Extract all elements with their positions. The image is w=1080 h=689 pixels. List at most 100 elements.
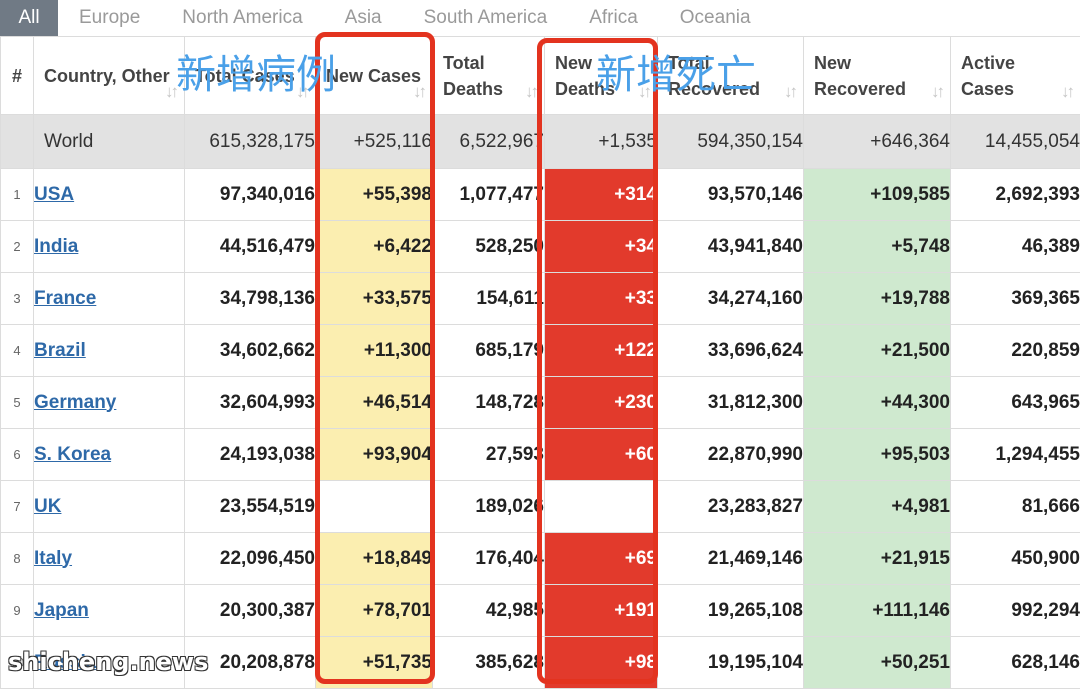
active-cases-cell: 46,389 <box>951 221 1080 273</box>
country-link[interactable]: India <box>34 236 78 257</box>
rank-cell: 2 <box>1 221 34 273</box>
total-recovered-cell: 22,870,990 <box>658 429 804 481</box>
col-total-cases-header[interactable]: Total Cases↓↑ <box>185 37 316 115</box>
new-recovered-cell: +109,585 <box>804 169 951 221</box>
new-deaths-cell: +33 <box>545 273 658 325</box>
rank-cell: 1 <box>1 169 34 221</box>
total-recovered-cell: 23,283,827 <box>658 481 804 533</box>
new-recovered-cell: +95,503 <box>804 429 951 481</box>
new-deaths-cell: +69 <box>545 533 658 585</box>
active-cases-cell: 450,900 <box>951 533 1080 585</box>
total-deaths-cell: 27,593 <box>433 429 545 481</box>
total-recovered-cell: 19,195,104 <box>658 637 804 689</box>
tab-all[interactable]: All <box>0 0 58 36</box>
country-link[interactable]: Brazil <box>34 340 86 361</box>
col-active-cases-header[interactable]: Active Cases↓↑ <box>951 37 1080 115</box>
col-rank-header[interactable]: # <box>1 37 34 115</box>
total-recovered-cell: 21,469,146 <box>658 533 804 585</box>
sort-arrows-icon[interactable]: ↓↑ <box>784 82 795 102</box>
total-deaths-cell: 528,250 <box>433 221 545 273</box>
total-deaths-cell: 1,077,477 <box>433 169 545 221</box>
total-deaths-cell: 154,611 <box>433 273 545 325</box>
tab-north-america[interactable]: North America <box>161 0 323 36</box>
col-total-deaths-header[interactable]: Total Deaths↓↑ <box>433 37 545 115</box>
total-cases-cell: 32,604,993 <box>185 377 316 429</box>
rank-cell: 4 <box>1 325 34 377</box>
new-recovered-cell: +646,364 <box>804 115 951 169</box>
rank-cell: 7 <box>1 481 34 533</box>
country-link[interactable]: France <box>34 288 96 309</box>
country-link[interactable]: UK <box>34 496 61 517</box>
total-cases-cell: 34,602,662 <box>185 325 316 377</box>
new-cases-cell: +51,735 <box>316 637 433 689</box>
total-cases-cell: 615,328,175 <box>185 115 316 169</box>
new-recovered-cell: +21,915 <box>804 533 951 585</box>
active-cases-cell: 220,859 <box>951 325 1080 377</box>
tab-south-america[interactable]: South America <box>403 0 569 36</box>
active-cases-cell: 81,666 <box>951 481 1080 533</box>
new-cases-cell: +6,422 <box>316 221 433 273</box>
rank-cell <box>1 115 34 169</box>
col-total-recovered-header[interactable]: Total Recovered↓↑ <box>658 37 804 115</box>
col-new-cases-header[interactable]: New Cases↓↑ <box>316 37 433 115</box>
country-cell: Russia <box>34 637 185 689</box>
total-recovered-cell: 33,696,624 <box>658 325 804 377</box>
new-cases-cell: +525,116 <box>316 115 433 169</box>
new-recovered-cell: +19,788 <box>804 273 951 325</box>
tab-africa[interactable]: Africa <box>568 0 659 36</box>
tab-oceania[interactable]: Oceania <box>659 0 772 36</box>
active-cases-cell: 992,294 <box>951 585 1080 637</box>
sort-arrows-icon[interactable]: ↓↑ <box>296 82 307 102</box>
col-new-deaths-header[interactable]: New Deaths↓↑ <box>545 37 658 115</box>
new-deaths-cell: +34 <box>545 221 658 273</box>
total-cases-cell: 24,193,038 <box>185 429 316 481</box>
active-cases-cell: 369,365 <box>951 273 1080 325</box>
active-cases-cell: 2,692,393 <box>951 169 1080 221</box>
sort-arrows-icon[interactable]: ↓↑ <box>931 82 942 102</box>
sort-arrows-icon[interactable]: ↓↑ <box>1061 82 1072 102</box>
new-deaths-cell: +230 <box>545 377 658 429</box>
country-link[interactable]: Russia <box>34 652 96 673</box>
tab-europe[interactable]: Europe <box>58 0 161 36</box>
country-link[interactable]: Germany <box>34 392 116 413</box>
country-link[interactable]: Japan <box>34 600 89 621</box>
new-recovered-cell: +50,251 <box>804 637 951 689</box>
sort-arrows-icon[interactable]: ↓↑ <box>413 82 424 102</box>
new-deaths-cell: +60 <box>545 429 658 481</box>
total-cases-cell: 34,798,136 <box>185 273 316 325</box>
tab-asia[interactable]: Asia <box>324 0 403 36</box>
new-deaths-cell: +98 <box>545 637 658 689</box>
total-recovered-cell: 34,274,160 <box>658 273 804 325</box>
sort-arrows-icon[interactable]: ↓↑ <box>165 82 176 102</box>
covid-table: # Country, Other↓↑ Total Cases↓↑ New Cas… <box>0 36 1080 689</box>
col-new-recovered-header[interactable]: New Recovered↓↑ <box>804 37 951 115</box>
new-recovered-cell: +111,146 <box>804 585 951 637</box>
country-link[interactable]: S. Korea <box>34 444 111 465</box>
country-link[interactable]: Italy <box>34 548 72 569</box>
rank-cell: 6 <box>1 429 34 481</box>
rank-cell: 8 <box>1 533 34 585</box>
col-country-header[interactable]: Country, Other↓↑ <box>34 37 185 115</box>
country-cell: Brazil <box>34 325 185 377</box>
country-link[interactable]: USA <box>34 184 74 205</box>
header-row: # Country, Other↓↑ Total Cases↓↑ New Cas… <box>1 37 1080 115</box>
new-cases-cell: +93,904 <box>316 429 433 481</box>
sort-arrows-icon[interactable]: ↓↑ <box>525 82 536 102</box>
total-deaths-cell: 385,628 <box>433 637 545 689</box>
country-cell: S. Korea <box>34 429 185 481</box>
sort-arrows-icon[interactable]: ↓↑ <box>638 82 649 102</box>
new-deaths-cell: +1,535 <box>545 115 658 169</box>
new-cases-cell: +11,300 <box>316 325 433 377</box>
total-cases-cell: 22,096,450 <box>185 533 316 585</box>
active-cases-cell: 643,965 <box>951 377 1080 429</box>
new-cases-cell: +18,849 <box>316 533 433 585</box>
total-deaths-cell: 148,728 <box>433 377 545 429</box>
rank-cell: 3 <box>1 273 34 325</box>
active-cases-cell: 1,294,455 <box>951 429 1080 481</box>
